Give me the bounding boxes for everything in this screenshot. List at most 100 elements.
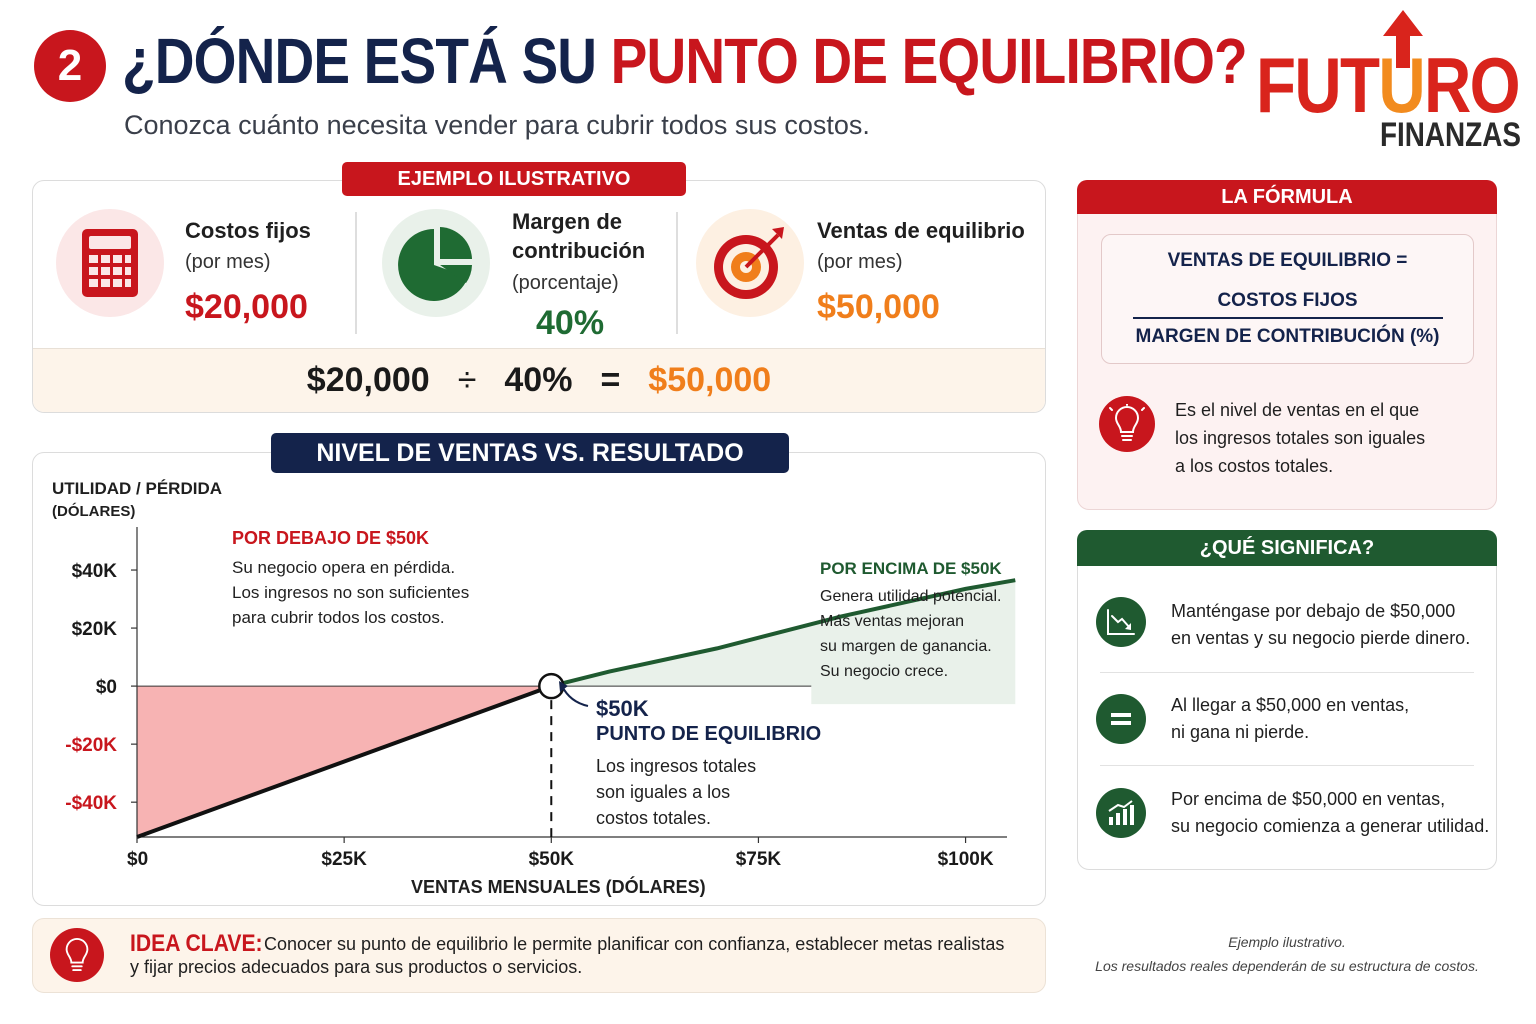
chart-ylabel-1: UTILIDAD / PÉRDIDA xyxy=(52,479,222,498)
footnote-line-2: Los resultados reales dependerán de su e… xyxy=(1095,958,1479,974)
meaning-card xyxy=(1077,530,1497,870)
example-equation: $20,000 ÷ 40% = $50,000 xyxy=(33,348,1045,412)
meaning-item-3: Por encima de $50,000 en ventas, su nego… xyxy=(1171,786,1489,840)
x-tick-label: $0 xyxy=(127,849,148,870)
eq-result: $50,000 xyxy=(648,361,772,399)
below-line: para cubrir todos los costos. xyxy=(232,608,445,627)
title-part-1: ¿DÓNDE ESTÁ SU xyxy=(122,25,611,97)
above-line: Su negocio crece. xyxy=(820,663,949,680)
equals-icon xyxy=(1096,694,1146,744)
x-tick-label: $75K xyxy=(736,849,782,870)
meaning-item-line: ni gana ni pierde. xyxy=(1171,722,1310,742)
step-number: 2 xyxy=(57,41,83,90)
bep-line: costos totales. xyxy=(596,808,712,828)
bep-line: son iguales a los xyxy=(596,782,731,802)
eq-divide: ÷ xyxy=(457,361,477,399)
fixed-costs-sub: (por mes) xyxy=(185,251,271,273)
meaning-item-line: Al llegar a $50,000 en ventas, xyxy=(1171,695,1410,715)
above-line: su margen de ganancia. xyxy=(820,638,992,655)
chart-xlabel: VENTAS MENSUALES (DÓLARES) xyxy=(411,877,706,897)
example-divider-1 xyxy=(355,212,357,334)
page-title: ¿DÓNDE ESTÁ SU PUNTO DE EQUILIBRIO? xyxy=(122,24,1248,98)
formula-desc-line: Es el nivel de ventas en el que xyxy=(1175,400,1420,420)
breakeven-sub: (por mes) xyxy=(817,251,903,273)
bep-text: Los ingresos totales son iguales a los c… xyxy=(596,753,756,831)
eq-margin: 40% xyxy=(504,361,573,399)
logo-finanzas: FINANZAS xyxy=(1380,116,1521,154)
title-part-2: PUNTO DE EQUILIBRIO? xyxy=(610,25,1248,97)
meaning-item-line: en ventas y su negocio pierde dinero. xyxy=(1171,628,1471,648)
y-tick-label: -$20K xyxy=(65,735,117,756)
lightbulb-icon xyxy=(1099,396,1155,452)
formula-description: Es el nivel de ventas en el que los ingr… xyxy=(1175,396,1425,480)
step-badge: 2 xyxy=(34,30,106,102)
meaning-divider-2 xyxy=(1100,765,1474,766)
bep-value: $50K xyxy=(596,696,649,721)
meaning-item-line: Manténgase por debajo de $50,000 xyxy=(1171,601,1456,621)
formula-denominator: MARGEN DE CONTRIBUCIÓN (%) xyxy=(1135,326,1440,347)
x-tick-label: $100K xyxy=(938,849,994,870)
key-idea-text-2: y fijar precios adecuados para sus produ… xyxy=(130,957,583,977)
margin-sub: (porcentaje) xyxy=(512,272,619,294)
above-line: Más ventas mejoran xyxy=(820,613,965,630)
footnote-line-1: Ejemplo ilustrativo. xyxy=(1228,934,1346,950)
eq-fixed-costs: $20,000 xyxy=(306,361,430,399)
meaning-pill: ¿QUÉ SIGNIFICA? xyxy=(1077,530,1497,566)
loss-line xyxy=(136,684,552,839)
bep-line: Los ingresos totales xyxy=(596,756,757,776)
margin-label-1: Margen de xyxy=(512,209,623,234)
below-title: POR DEBAJO DE $50K xyxy=(232,528,430,548)
margin-label-2: contribución xyxy=(512,238,646,263)
meaning-item-line: su negocio comienza a generar utilidad. xyxy=(1171,816,1490,836)
breakeven-label: Ventas de equilibrio xyxy=(817,218,1025,243)
bep-title: PUNTO DE EQUILIBRIO xyxy=(596,723,822,745)
meaning-divider-1 xyxy=(1100,672,1474,673)
below-text: Su negocio opera en pérdida. Los ingreso… xyxy=(232,555,469,630)
margin-value: 40% xyxy=(536,304,605,342)
formula-pill: LA FÓRMULA xyxy=(1077,180,1497,214)
breakeven-value: $50,000 xyxy=(817,288,940,326)
above-line: Genera utilidad potencial. xyxy=(820,588,1002,605)
lightbulb-icon xyxy=(50,928,104,982)
y-tick-label: -$40K xyxy=(65,793,117,814)
formula-box xyxy=(1101,234,1474,364)
below-line: Su negocio opera en pérdida. xyxy=(232,558,456,577)
formula-desc-line: a los costos totales. xyxy=(1175,456,1334,476)
chart-ylabel-2: (DÓLARES) xyxy=(52,503,136,520)
chart-up-icon xyxy=(1096,788,1146,838)
above-title: POR ENCIMA DE $50K xyxy=(820,559,1002,578)
breakeven-chart: $40K $20K $0 -$20K -$40K $0 $25K $50K $75K $100K xyxy=(65,527,1016,870)
meaning-item-1: Manténgase por debajo de $50,000 en vent… xyxy=(1171,598,1470,652)
fixed-costs-value: $20,000 xyxy=(185,288,308,326)
footnote: Ejemplo ilustrativo. Los resultados real… xyxy=(1064,930,1510,978)
example-divider-2 xyxy=(676,212,678,334)
logo-futuro-pre: FUT xyxy=(1256,41,1380,129)
key-idea-card xyxy=(32,918,1046,993)
formula-numerator: COSTOS FIJOS xyxy=(1217,290,1358,311)
example-pill: EJEMPLO ILUSTRATIVO xyxy=(342,162,686,196)
y-tick-label: $0 xyxy=(96,677,117,698)
x-tick-label: $50K xyxy=(529,849,575,870)
y-tick-label: $20K xyxy=(72,619,118,640)
target-icon xyxy=(696,209,804,317)
page-subtitle: Conozca cuánto necesita vender para cubr… xyxy=(124,110,870,140)
formula-fraction-bar xyxy=(1133,317,1443,319)
chart-down-icon xyxy=(1096,597,1146,647)
meaning-item-line: Por encima de $50,000 en ventas, xyxy=(1171,789,1446,809)
pie-chart-icon xyxy=(382,209,490,317)
x-tick-label: $25K xyxy=(321,849,367,870)
y-tick-label: $40K xyxy=(72,561,118,582)
meaning-item-2: Al llegar a $50,000 en ventas, ni gana n… xyxy=(1171,692,1409,746)
fixed-costs-label: Costos fijos xyxy=(185,218,311,243)
key-idea-text-1: Conocer su punto de equilibrio le permit… xyxy=(264,934,1005,954)
logo-futuro-u: U xyxy=(1378,41,1425,129)
logo-arrow-icon xyxy=(1383,10,1423,68)
eq-equals: = xyxy=(600,361,621,399)
profit-area xyxy=(551,580,1016,705)
profit-line xyxy=(550,578,1016,689)
logo-futuro: FUTURO xyxy=(1256,40,1521,131)
calculator-icon xyxy=(56,209,164,317)
formula-line1: VENTAS DE EQUILIBRIO = xyxy=(1167,250,1408,271)
logo-futuro-post: RO xyxy=(1423,41,1521,129)
bep-pointer-arrow-icon xyxy=(559,681,589,707)
